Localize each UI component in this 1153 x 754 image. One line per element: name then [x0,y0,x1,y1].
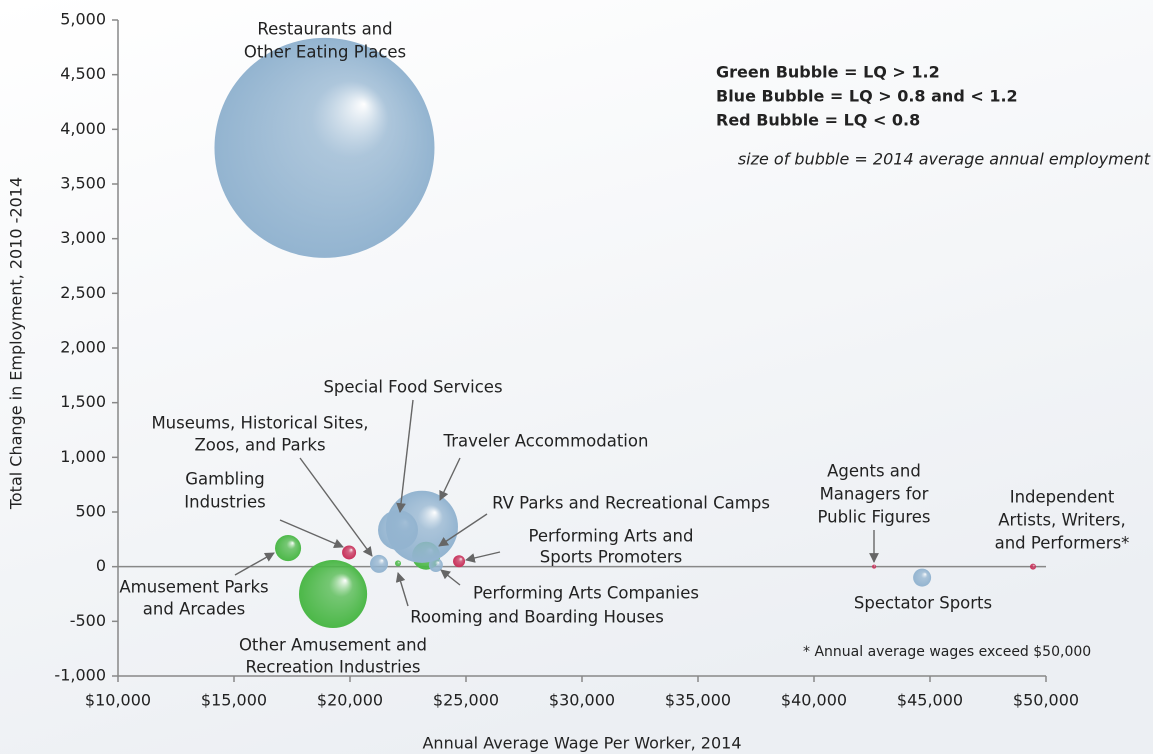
y-tick-label: -500 [70,611,106,630]
label-arrow [439,457,461,501]
bubble [395,560,402,567]
bubble-label: Zoos, and Parks [194,436,325,455]
bubble-label: Other Amusement and [239,636,427,655]
x-tick-label: $30,000 [549,691,615,710]
bubble-label: Sports Promoters [540,548,682,567]
label-arrow [395,572,409,607]
y-tick-label: 4,000 [60,119,106,138]
bubble-label: Other Eating Places [244,43,406,62]
x-tick-label: $10,000 [85,691,151,710]
label-arrow [440,569,461,586]
x-tick-label: $20,000 [317,691,383,710]
bubble-label: Performing Arts Companies [473,584,699,603]
x-tick-label: $45,000 [897,691,963,710]
bubble-label: Public Figures [817,508,930,527]
bubble-label: Agents and [827,462,921,481]
bubble-label: Museums, Historical Sites, [151,414,368,433]
bubble-label: Recreation Industries [246,658,421,677]
bubble-label: Restaurants and [257,20,392,39]
y-tick-label: 1,000 [60,447,106,466]
x-tick-label: $50,000 [1013,691,1079,710]
footnote: * Annual average wages exceed $50,000 [803,644,1091,660]
bubble-label: Independent [1010,488,1115,507]
bubble-label: Industries [184,493,265,512]
x-tick-label: $40,000 [781,691,847,710]
bubble-label: and Performers* [995,534,1130,553]
bubble-label: Special Food Services [323,378,502,397]
bubble-label: Rooming and Boarding Houses [410,608,664,627]
bubble [370,554,388,573]
bubble-label: RV Parks and Recreational Camps [492,494,770,513]
bubble-label: Gambling [185,470,265,489]
label-arrow [299,457,373,557]
legend-entry: Red Bubble = LQ < 0.8 [716,111,920,130]
y-axis-title: Total Change in Employment, 2010 -2014 [7,177,26,510]
size-note: size of bubble = 2014 average annual emp… [738,150,1151,169]
bubble-label: Performing Arts and [529,527,694,546]
legend-entry: Green Bubble = LQ > 1.2 [716,63,940,82]
y-tick-label: -1,000 [54,666,106,685]
bubble-label: Artists, Writers, [998,511,1125,530]
x-tick-label: $35,000 [665,691,731,710]
y-tick-label: 1,500 [60,392,106,411]
bubble-label: Amusement Parks [119,578,268,597]
label-arrow [438,513,488,547]
x-tick-label: $15,000 [201,691,267,710]
y-tick-label: 4,500 [60,64,106,83]
label-arrow [279,519,344,549]
bubble [913,568,932,587]
bubble [214,37,435,258]
y-tick-label: 5,000 [60,10,106,29]
y-tick-label: 2,000 [60,338,106,357]
label-arrow [465,551,501,563]
y-tick-label: 2,500 [60,283,106,302]
label-arrow [234,552,275,576]
y-tick-label: 3,500 [60,174,106,193]
bubble-label: Spectator Sports [854,594,992,613]
label-arrow [396,399,414,513]
bubble [299,559,368,629]
legend-entry: Blue Bubble = LQ > 0.8 and < 1.2 [716,87,1018,106]
bubble-label: Traveler Accommodation [443,432,649,451]
x-axis-title: Annual Average Wage Per Worker, 2014 [422,734,741,753]
bubble [428,558,443,573]
x-tick-label: $25,000 [433,691,499,710]
y-tick-label: 500 [75,502,106,521]
bubble [872,564,877,569]
bubble [385,490,458,563]
bubble [453,555,466,568]
bubble-label: and Arcades [143,600,245,619]
y-tick-label: 0 [96,556,106,575]
bubble [342,545,357,560]
bubble [1030,563,1037,570]
y-tick-label: 3,000 [60,228,106,247]
bubble [275,535,302,562]
bubble-label: Managers for [820,485,929,504]
